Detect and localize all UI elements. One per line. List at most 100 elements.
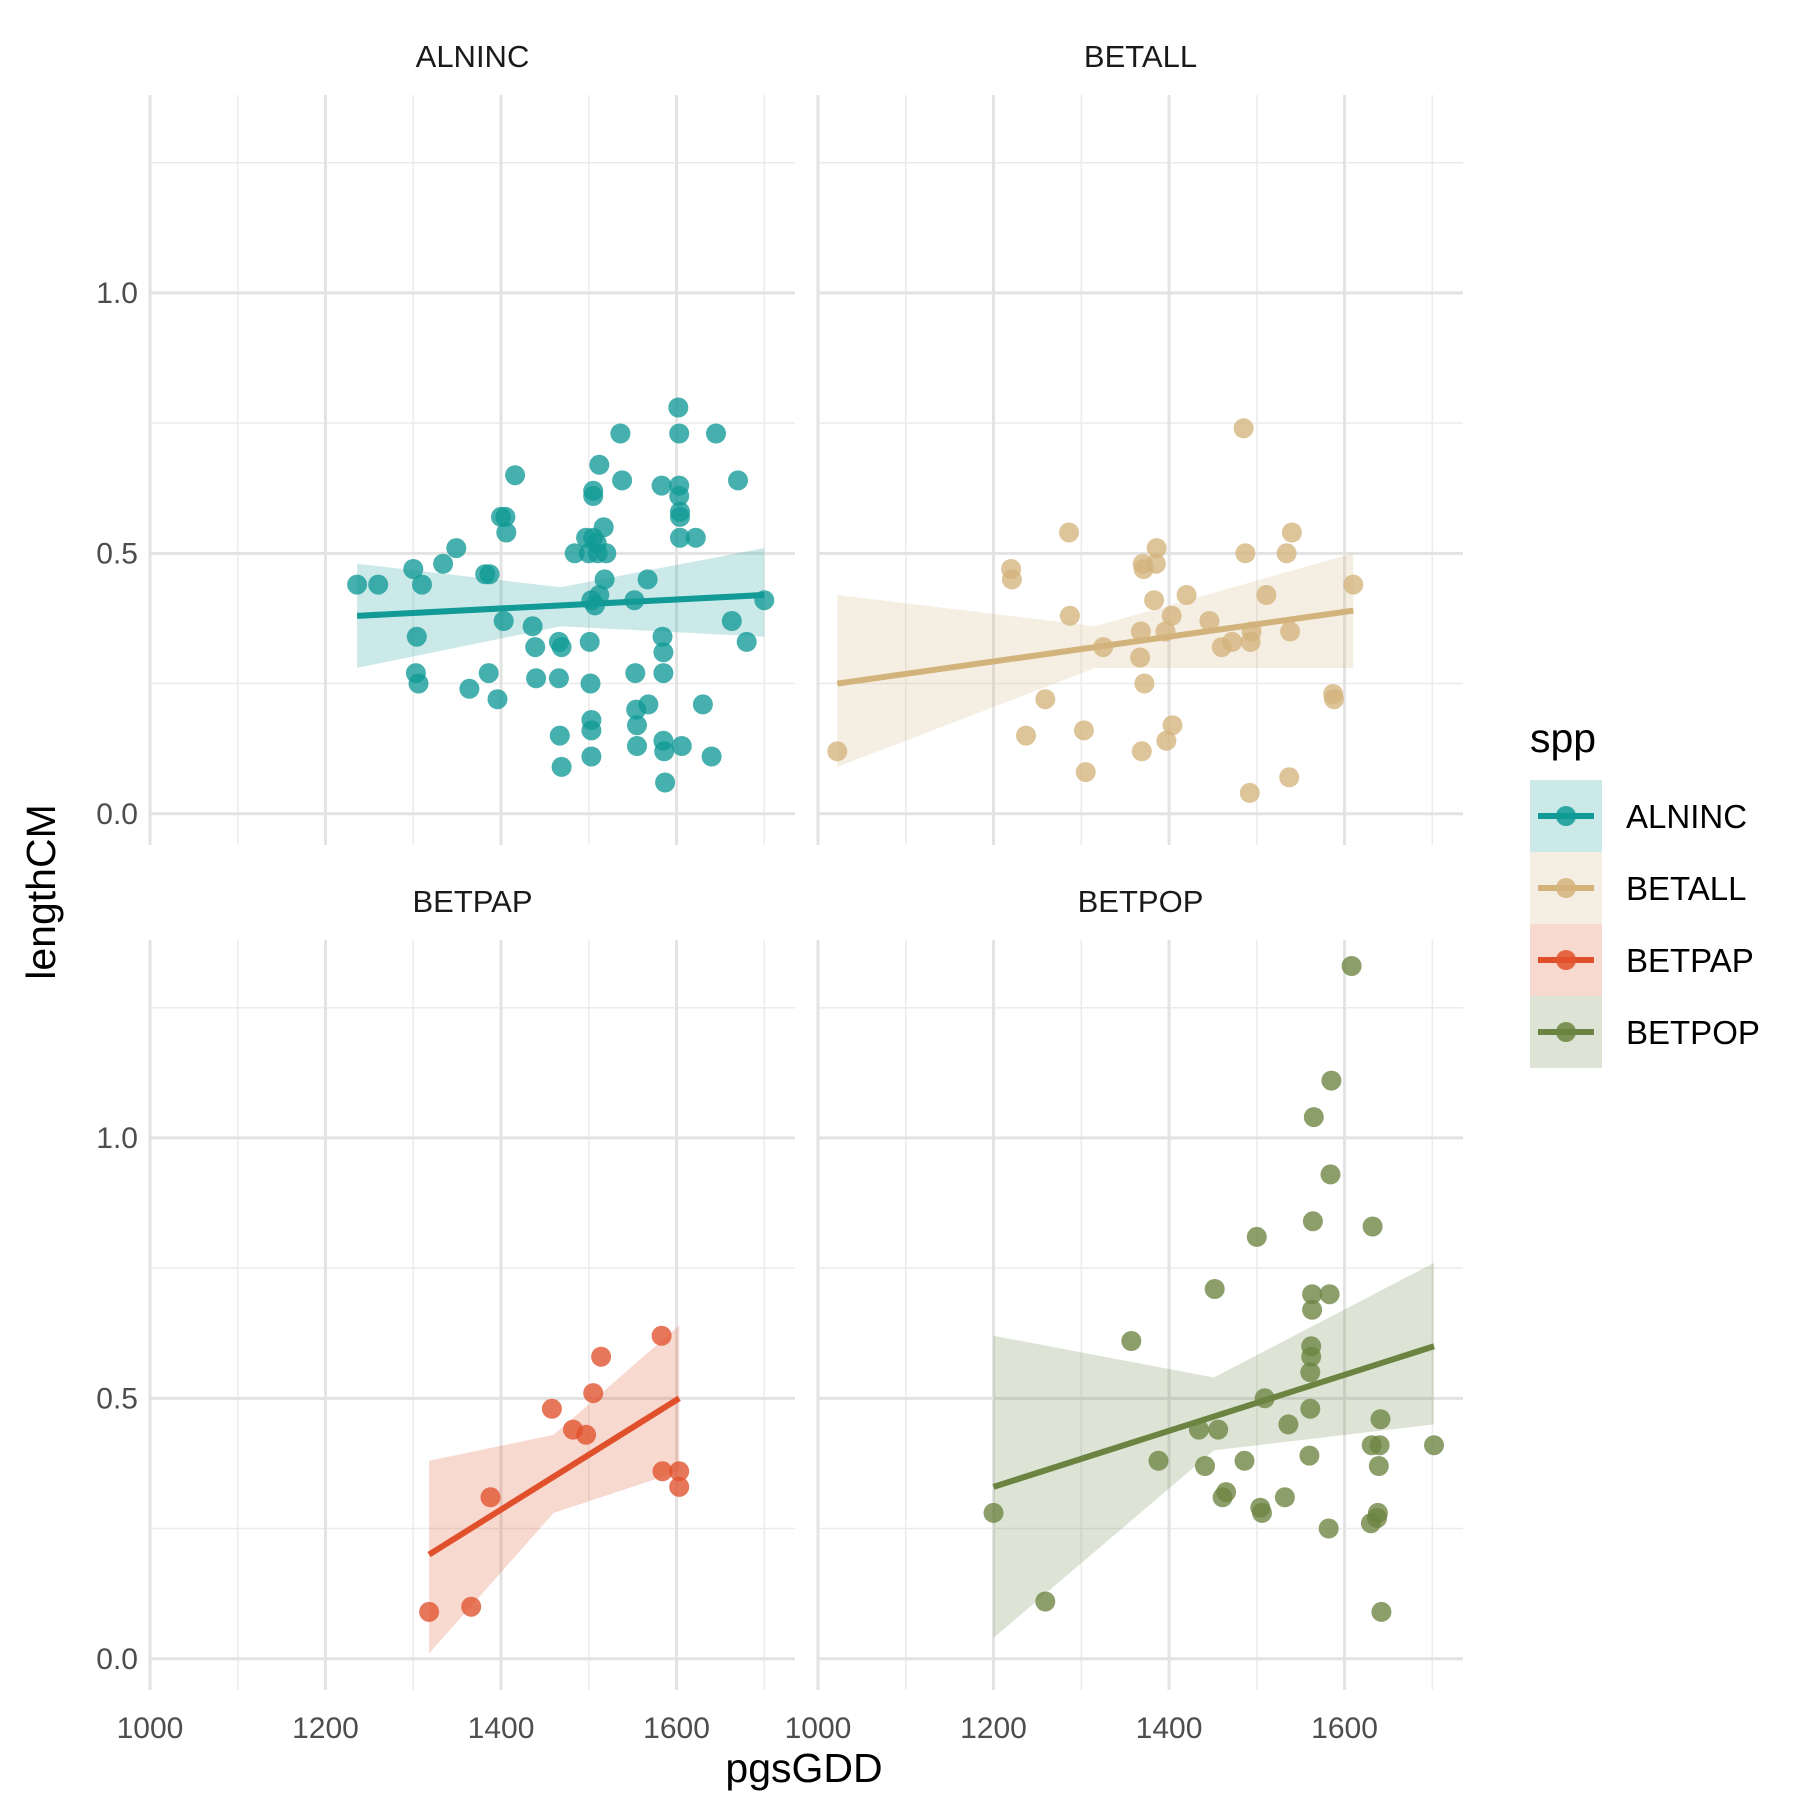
data-point [541,1398,562,1419]
data-point [478,663,499,684]
data-point [580,673,601,694]
data-point [1370,1409,1391,1430]
data-point [589,585,610,605]
data-point [1195,1456,1215,1476]
data-point [551,637,572,658]
data-point [1035,689,1056,710]
x-tick-label: 1200 [960,1712,1027,1745]
regression-line [427,1395,681,1558]
data-point [1130,621,1151,642]
data-point [551,756,572,777]
data-point [1059,605,1080,626]
data-point [670,506,690,527]
panel-betall: BETALL [816,39,1463,845]
data-point [1362,1216,1383,1237]
data-point [627,715,647,736]
data-point [589,454,610,475]
data-point [446,538,467,559]
data-point [1235,543,1256,564]
data-point [583,486,604,506]
data-point [1274,1487,1295,1508]
data-point [1369,1435,1390,1456]
data-point [692,694,713,715]
data-point [651,475,672,496]
confidence-band [429,1325,680,1654]
data-point [403,559,424,579]
data-point [701,746,722,767]
data-point [669,1476,690,1497]
data-point [1324,689,1344,710]
data-point [721,611,742,631]
data-point [548,668,569,689]
data-point [1368,1456,1389,1476]
legend-key-point [1556,950,1576,970]
data-point [736,631,757,652]
data-point [347,574,368,595]
legend-key-point [1556,878,1576,898]
panel-betpop: BETPOP [816,884,1463,1690]
data-point [1234,1450,1255,1471]
data-point [1073,720,1094,741]
x-tick-label: 1200 [292,1712,359,1745]
data-point [549,725,570,746]
x-tick-label: 1600 [643,1712,710,1745]
data-point [1276,543,1297,564]
data-point [591,1346,612,1367]
data-point [1035,1591,1056,1612]
data-point [1302,1211,1323,1232]
legend-key-point [1556,1022,1576,1042]
regression-line [356,592,765,619]
regression-line [992,1343,1435,1490]
data-point [827,741,848,762]
data-point [1318,1518,1339,1539]
x-axis-title: pgsGDD [725,1745,882,1791]
data-point [1146,538,1167,559]
data-point [669,1461,690,1482]
data-point [669,423,690,444]
data-point [652,626,673,647]
data-point [625,663,646,684]
data-point [594,569,615,590]
data-point [480,1487,501,1508]
x-tick-label: 1000 [785,1712,852,1745]
data-point [654,741,675,762]
panel-title: BETPAP [412,884,532,919]
confidence-band [837,553,1354,767]
regression-line [836,607,1354,687]
data-point [493,611,514,631]
data-point [433,553,454,574]
data-point [1252,1502,1272,1523]
data-point [479,564,500,585]
panels-layer: ALNINC BETALL BETPAP BETPOP [148,39,1463,1690]
data-point [1216,1482,1237,1503]
data-point [419,1601,440,1622]
y-tick-label: 0.0 [96,798,138,831]
legend-key-point [1556,806,1576,826]
data-point [1319,1284,1340,1305]
data-point [522,616,543,637]
data-point [1001,569,1022,590]
y-tick-label: 1.0 [96,277,138,310]
data-point [1302,1299,1323,1320]
x-tick-label: 1400 [468,1712,535,1745]
data-point [495,506,516,527]
y-tick-label: 0.5 [96,537,138,570]
data-point [1299,1445,1320,1466]
y-tick-label: 0.5 [96,1382,138,1415]
data-point [1156,730,1177,751]
data-point [670,527,690,548]
x-tick-label: 1600 [1311,1712,1378,1745]
data-point [1246,1226,1267,1247]
legend-label-betpap: BETPAP [1626,942,1754,979]
data-point [487,689,508,710]
data-point [593,517,614,538]
data-point [459,678,480,699]
legend-label-betall: BETALL [1626,870,1746,907]
data-point [652,1461,673,1482]
panel-title: ALNINC [416,39,530,74]
data-point [651,1325,672,1346]
data-point [583,1383,604,1404]
data-point [983,1502,1004,1523]
